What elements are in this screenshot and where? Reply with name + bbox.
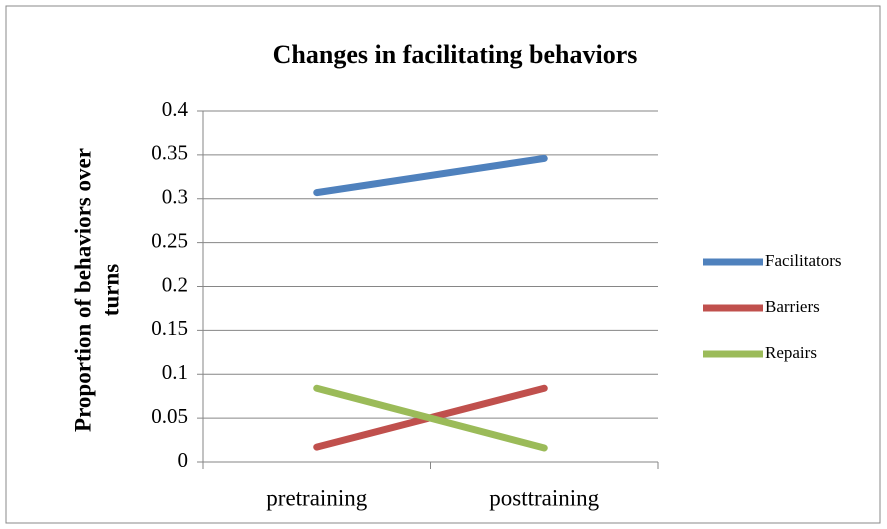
y-tick-label: 0.35 bbox=[151, 141, 188, 165]
chart-title: Changes in facilitating behaviors bbox=[273, 40, 638, 69]
legend-label: Barriers bbox=[765, 297, 820, 316]
legend-label: Facilitators bbox=[765, 251, 841, 270]
y-tick-label: 0.05 bbox=[151, 404, 188, 428]
y-tick-label: 0.15 bbox=[151, 316, 188, 340]
legend-label: Repairs bbox=[765, 343, 817, 362]
y-tick-label: 0 bbox=[178, 448, 189, 472]
y-tick-label: 0.25 bbox=[151, 228, 188, 252]
x-tick-label: pretraining bbox=[266, 485, 367, 510]
y-tick-label: 0.3 bbox=[162, 185, 188, 209]
x-tick-label: posttraining bbox=[489, 485, 599, 510]
y-tick-label: 0.1 bbox=[162, 360, 188, 384]
series-line bbox=[313, 384, 548, 452]
y-tick-label: 0.4 bbox=[162, 97, 189, 121]
y-tick-label: 0.2 bbox=[162, 272, 188, 296]
series-line bbox=[313, 154, 548, 197]
y-axis-label: Proportion of behaviors over turns bbox=[70, 148, 123, 432]
